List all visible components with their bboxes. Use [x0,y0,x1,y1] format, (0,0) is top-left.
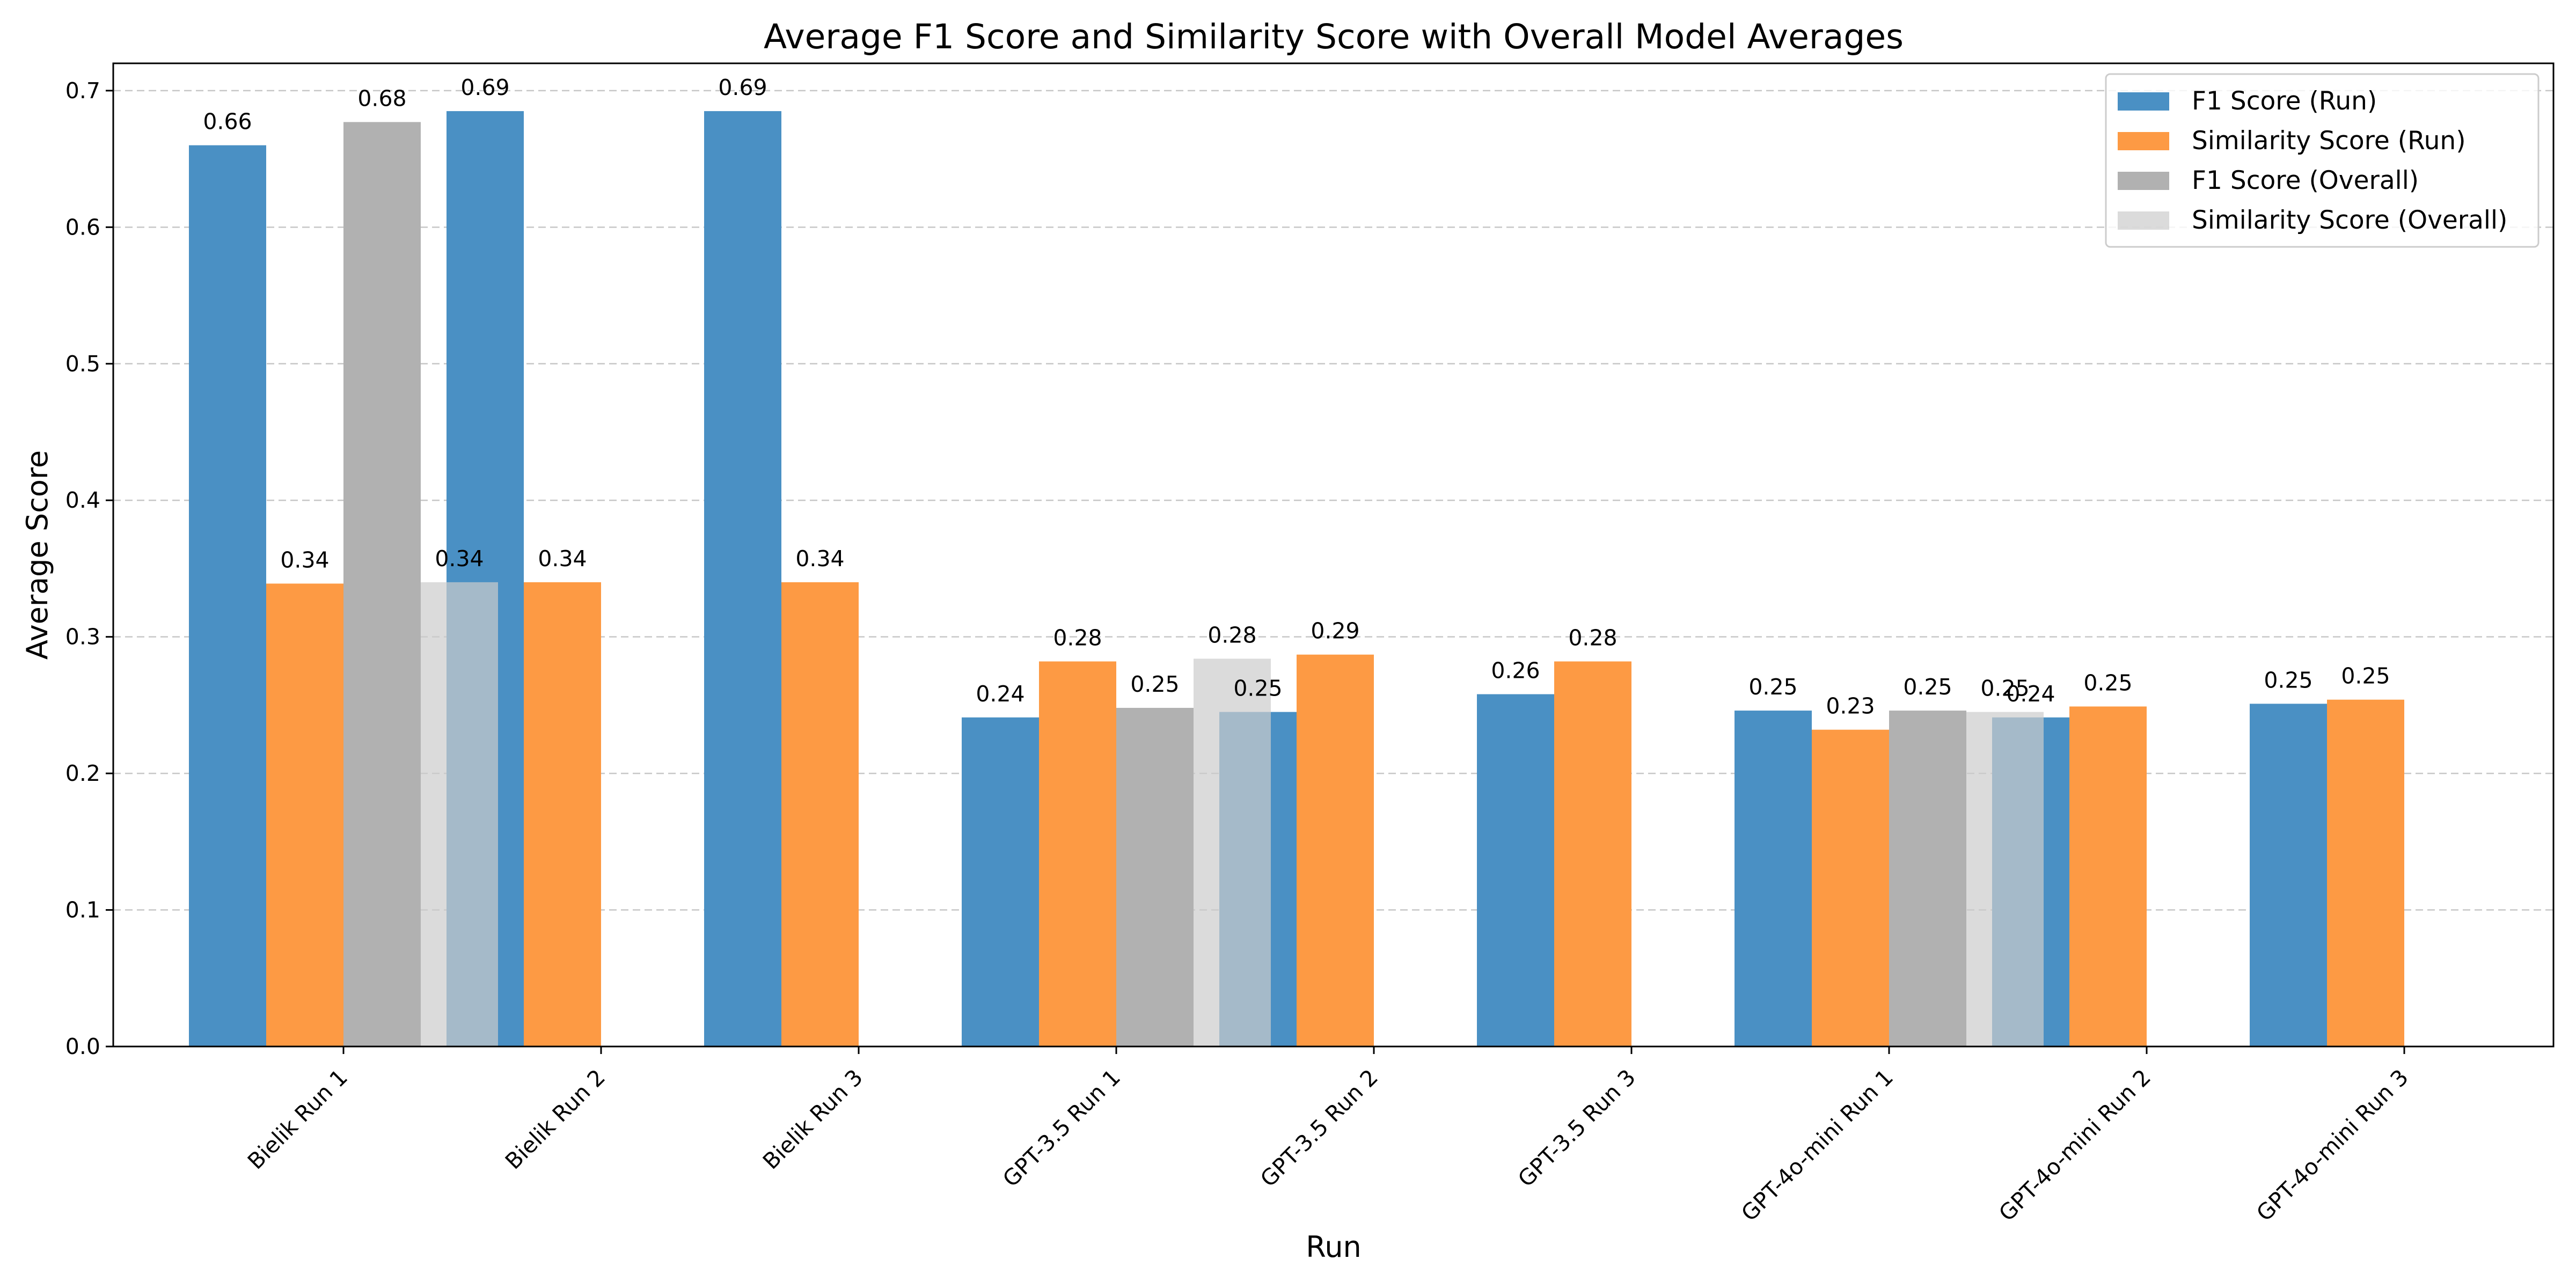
plot-frame [112,62,2555,1048]
bar-label-similarity-score-run-gpt-3-5-run-1: 0.28 [1053,625,1102,650]
x-tick-label-bielik-run-2: Bielik Run 2 [500,1064,610,1174]
bar-f1-score-overall-gpt-4o-mini [1889,711,1966,1046]
bar-similarity-score-run-bielik-run-3 [781,582,859,1046]
y-tick-label: 0.0 [65,1034,100,1059]
bar-label-similarity-score-run-gpt-4o-mini-run-1: 0.23 [1826,693,1875,719]
legend-box [2105,73,2540,248]
x-tick-label-gpt-3-5-run-3: GPT-3.5 Run 3 [1513,1064,1641,1192]
bar-label-f1-score-run-gpt-3-5-run-3: 0.26 [1491,658,1540,684]
bar-label-f1-score-overall-gpt-3-5: 0.25 [1130,671,1179,697]
bar-label-similarity-score-run-gpt-4o-mini-run-2: 0.25 [2083,670,2132,696]
x-tick-label-bielik-run-3: Bielik Run 3 [758,1064,868,1174]
bar-similarity-score-overall-gpt-3-5 [1194,658,1271,1046]
x-axis: Bielik Run 1 Bielik Run 2 Bielik Run 3 GPT-… [243,1046,2413,1226]
y-axis: 0.0 0.1 0.2 0.3 0.4 0.5 0.6 0.7 [65,78,113,1059]
y-tick-label: 0.5 [65,351,100,377]
y-tick-label: 0.3 [65,624,100,650]
bar-similarity-score-run-gpt-4o-mini-run-3 [2327,699,2404,1046]
bar-f1-score-run-gpt-3-5-run-3 [1477,694,1554,1046]
bar-label-f1-score-overall-gpt-4o-mini: 0.25 [1903,674,1952,700]
x-tick-label-gpt-3-5-run-2: GPT-3.5 Run 2 [1255,1064,1383,1192]
bar-similarity-score-run-gpt-3-5-run-2 [1297,654,1374,1046]
bar-similarity-score-overall-gpt-4o-mini [1966,712,2044,1046]
bar-label-similarity-score-run-bielik-run-2: 0.34 [538,546,587,572]
bar-f1-score-run-gpt-4o-mini-run-1 [1735,711,1812,1046]
chart-title: Average F1 Score and Similarity Score wi… [764,17,1904,56]
y-axis-label: Average Score [20,450,54,660]
bar-label-f1-score-run-bielik-run-3: 0.69 [718,75,767,100]
overall-bars [343,122,2044,1046]
legend-swatch-f1-score-run [2118,92,2169,111]
bar-f1-score-overall-bielik [343,122,421,1046]
bar-similarity-score-run-bielik-run-2 [524,582,601,1046]
bar-similarity-score-run-gpt-4o-mini-run-1 [1812,729,1889,1046]
bar-label-similarity-score-run-bielik-run-3: 0.34 [795,546,844,572]
bar-label-f1-score-run-gpt-4o-mini-run-1: 0.25 [1748,674,1797,700]
bar-label-similarity-score-run-gpt-3-5-run-3: 0.28 [1568,625,1617,650]
x-tick-label-gpt-4o-mini-run-1: GPT-4o-mini Run 1 [1736,1064,1898,1226]
bar-label-f1-score-run-gpt-4o-mini-run-3: 0.25 [2264,667,2312,693]
bar-label-f1-score-run-gpt-4o-mini-run-2: 0.24 [2006,681,2055,707]
bar-label-f1-score-run-bielik-run-1: 0.66 [203,109,252,135]
bar-label-f1-score-run-gpt-3-5-run-2: 0.25 [1233,676,1282,701]
bar-f1-score-overall-gpt-3-5 [1116,707,1194,1046]
bar-f1-score-run-bielik-run-1 [189,145,266,1047]
bar-label-similarity-score-run-gpt-4o-mini-run-3: 0.25 [2341,663,2390,689]
y-tick-label: 0.2 [65,760,100,786]
legend-swatch-similarity-score-run [2118,132,2169,150]
bar-label-similarity-score-overall-bielik: 0.34 [435,546,484,572]
run-bars [189,111,2404,1047]
bar-label-f1-score-run-gpt-3-5-run-1: 0.24 [976,681,1024,707]
bar-similarity-score-run-bielik-run-1 [266,583,343,1046]
x-tick-label-bielik-run-1: Bielik Run 1 [243,1064,353,1174]
bar-f1-score-run-bielik-run-3 [704,111,781,1047]
y-tick-label: 0.7 [65,78,100,104]
y-tick-label: 0.6 [65,214,100,240]
legend-swatch-similarity-score-overall [2118,211,2169,230]
x-tick-label-gpt-4o-mini-run-3: GPT-4o-mini Run 3 [2251,1064,2413,1226]
bar-value-labels: 0.660.69 0.690.24 0.250.260.25 0.240.250.34… [203,75,2390,719]
bar-similarity-score-run-gpt-4o-mini-run-2 [2069,706,2147,1046]
bar-f1-score-run-gpt-4o-mini-run-3 [2250,704,2327,1046]
bar-similarity-score-run-gpt-3-5-run-3 [1554,661,1631,1046]
y-tick-label: 0.1 [65,897,100,923]
bar-label-similarity-score-run-gpt-3-5-run-2: 0.29 [1311,618,1359,644]
x-axis-label: Run [1306,1230,1362,1264]
x-tick-label-gpt-4o-mini-run-2: GPT-4o-mini Run 2 [1994,1064,2156,1226]
bar-label-similarity-score-run-bielik-run-1: 0.34 [280,547,329,573]
legend-entry-f1-score-run: F1 Score (Run) [2192,86,2377,116]
x-tick-label-gpt-3-5-run-1: GPT-3.5 Run 1 [998,1064,1125,1192]
bar-label-f1-score-overall-bielik: 0.68 [357,85,406,111]
bar-similarity-score-run-gpt-3-5-run-1 [1039,661,1116,1046]
bar-similarity-score-overall-bielik [421,582,498,1046]
legend-entry-f1-score-overall: F1 Score (Overall) [2192,166,2419,195]
legend: F1 Score (Run) Similarity Score (Run) F1 S… [2105,73,2540,248]
legend-entry-similarity-score-run: Similarity Score (Run) [2192,126,2466,156]
legend-entry-similarity-score-overall: Similarity Score (Overall) [2192,206,2507,235]
legend-swatch-f1-score-overall [2118,172,2169,190]
bar-label-f1-score-run-bielik-run-2: 0.69 [460,75,509,100]
bar-f1-score-run-gpt-3-5-run-1 [962,717,1039,1046]
bar-label-similarity-score-overall-gpt-4o-mini: 0.25 [1980,676,2029,701]
bar-label-similarity-score-overall-gpt-3-5: 0.28 [1208,622,1256,648]
y-tick-label: 0.4 [65,487,100,513]
